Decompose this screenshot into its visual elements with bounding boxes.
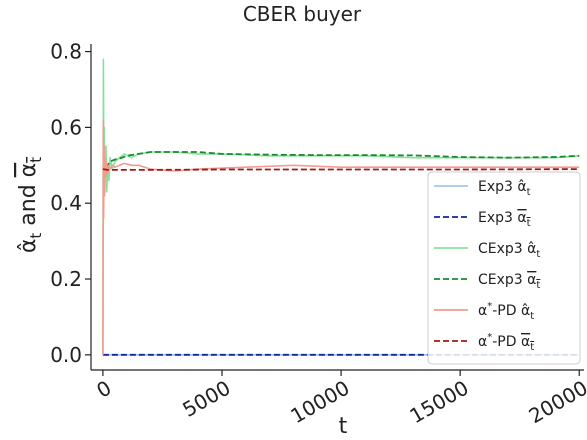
svg-text:α̂t and αt: α̂t and αt <box>16 157 45 253</box>
y-label-mid: and <box>16 177 41 232</box>
x-tick-label: 15000 <box>406 376 473 429</box>
legend-label-0: Exp3 α̂t <box>478 179 531 198</box>
x-tick-label: 5000 <box>178 376 234 422</box>
legend-label-1: Exp3 αt <box>478 210 531 229</box>
y-axis-label: α̂t and αt <box>16 157 45 253</box>
y-label-symbol-bar: α <box>16 163 41 178</box>
legend-label-2: CExp3 α̂t <box>478 241 540 260</box>
y-tick-label: 0.0 <box>50 343 82 367</box>
series-line-3 <box>102 151 580 178</box>
y-ticks: 0.0 0.2 0.4 0.6 0.8 <box>50 40 91 367</box>
legend: Exp3 α̂t Exp3 αt CExp3 α̂t CExp3 αt α*-PD α̂… <box>427 171 581 365</box>
y-tick-label: 0.2 <box>50 267 82 291</box>
y-label-sub: t <box>27 233 45 239</box>
legend-box <box>427 171 581 365</box>
x-axis-label: t <box>339 414 348 439</box>
legend-label-3: CExp3 αt <box>478 272 540 291</box>
y-label-symbol: α̂ <box>16 239 41 254</box>
legend-label-4: α*-PD α̂t <box>478 301 534 322</box>
chart-title: CBER buyer <box>243 2 362 26</box>
legend-label-5: α*-PD αt <box>478 332 534 353</box>
y-tick-label: 0.6 <box>50 115 82 139</box>
y-tick-label: 0.4 <box>50 191 82 215</box>
series-line-4 <box>102 119 580 355</box>
x-tick-label: 0 <box>92 376 115 403</box>
series-line-5 <box>102 168 580 171</box>
x-tick-label: 20000 <box>525 376 587 429</box>
y-tick-label: 0.8 <box>50 40 82 64</box>
y-label-sub-bar: t <box>27 157 45 163</box>
